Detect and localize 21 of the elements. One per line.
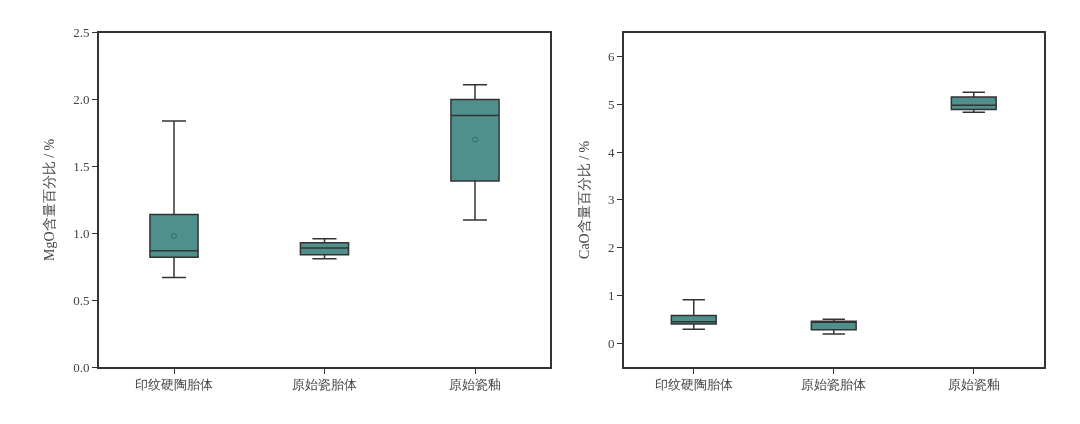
y-tick-label: 5	[607, 96, 615, 112]
y-tick-label: 1	[607, 287, 615, 303]
y-tick-label: 3	[607, 192, 615, 208]
x-tick-label: 原始瓷釉	[449, 377, 501, 393]
y-tick-label: 1.0	[73, 225, 90, 241]
y-tick-label: 2.5	[73, 25, 90, 41]
y-axis-title: MgO含量百分比 / %	[42, 138, 58, 261]
y-tick-label: 0.5	[73, 292, 90, 308]
y-tick-label: 1.5	[73, 158, 90, 174]
x-tick-label: 原始瓷胎体	[801, 377, 867, 393]
y-axis-title: CaO含量百分比 / %	[577, 140, 592, 259]
y-tick-label: 0	[607, 335, 615, 351]
x-tick-label: 原始瓷釉	[947, 377, 1000, 393]
y-tick-label: 4	[607, 144, 615, 160]
y-tick-label: 2.0	[73, 92, 90, 108]
y-tick-label: 2	[607, 240, 615, 256]
x-tick-label: 印纹硬陶胎体	[135, 377, 213, 393]
y-tick-label: 6	[607, 49, 615, 65]
x-tick-label: 印纹硬陶胎体	[654, 377, 733, 393]
y-tick-label: 0.0	[73, 359, 90, 375]
x-tick-label: 原始瓷胎体	[292, 377, 357, 393]
